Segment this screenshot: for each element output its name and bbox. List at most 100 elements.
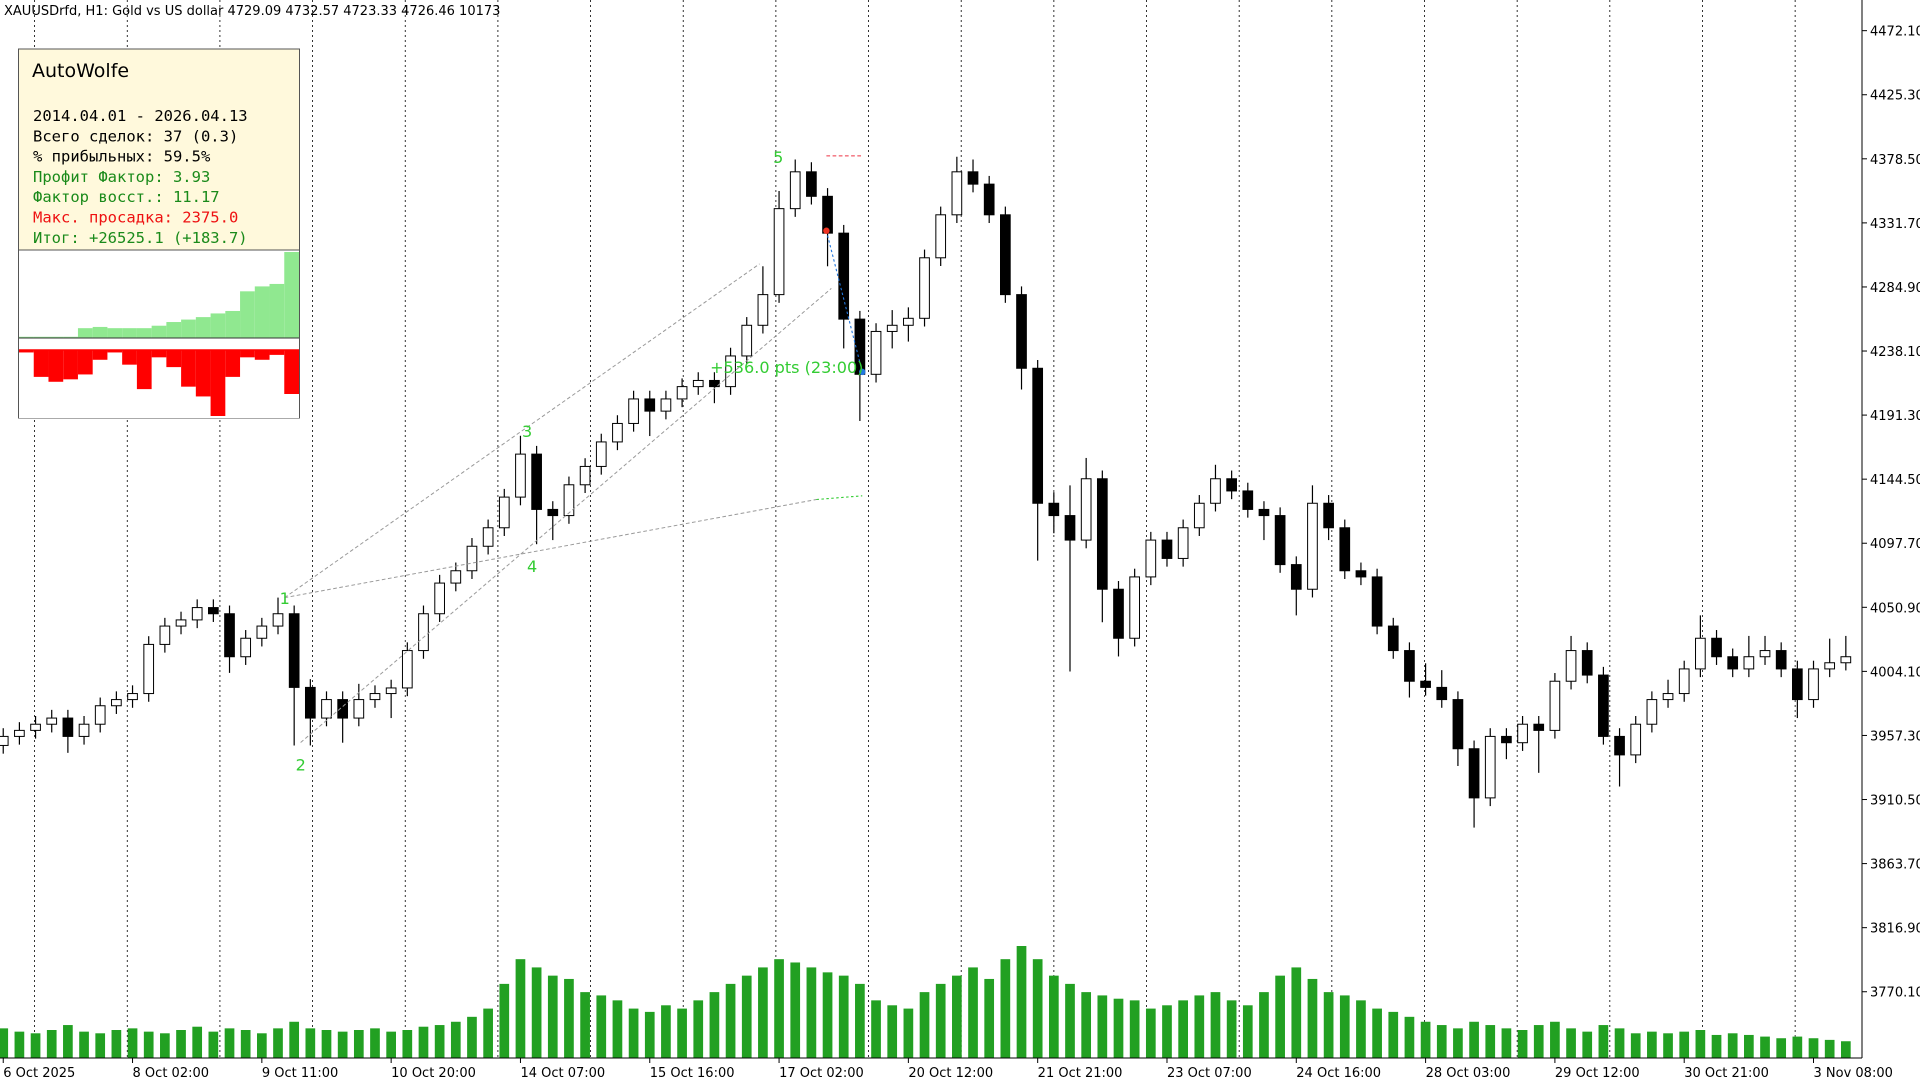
- volume-bar: [1614, 1028, 1625, 1058]
- volume-bar: [1453, 1028, 1463, 1058]
- candle-body: [531, 453, 542, 510]
- volume-bar: [1097, 995, 1108, 1058]
- drawdown-bar: [122, 350, 137, 365]
- volume-bar: [838, 975, 849, 1058]
- volume-bar: [612, 1000, 623, 1058]
- candle-body: [1436, 686, 1448, 701]
- candle-body: [1743, 656, 1755, 670]
- y-tick-label: 4425.30: [1870, 89, 1920, 104]
- candle-body: [886, 324, 898, 332]
- candle-body: [983, 183, 995, 216]
- candle-body: [1695, 637, 1706, 670]
- drawdown-bar: [225, 350, 241, 377]
- volume-bar: [192, 1026, 203, 1058]
- y-tick-label: 4284.90: [1870, 281, 1920, 296]
- panel-line: % прибыльных: 59.5%: [33, 148, 211, 166]
- volume-bar: [1356, 1000, 1366, 1058]
- drawdown-bar: [166, 350, 182, 368]
- volume-bar: [758, 967, 768, 1058]
- candle-body: [482, 527, 494, 547]
- candle-body: [159, 625, 171, 645]
- volume-bar: [531, 967, 542, 1058]
- candle-body: [1759, 650, 1771, 658]
- y-tick-label: 3863.70: [1870, 858, 1920, 873]
- volume-bar: [160, 1033, 170, 1058]
- volume-bar: [1792, 1036, 1803, 1058]
- y-tick-label: 3957.30: [1870, 729, 1920, 744]
- volume-bar: [741, 975, 752, 1058]
- day-separators: [34, 0, 1796, 1058]
- candle-body: [870, 330, 882, 375]
- volume-bar: [564, 978, 574, 1058]
- volume-bar: [1372, 1008, 1382, 1058]
- x-tick-label: 20 Oct 12:00: [908, 1066, 993, 1080]
- volume-bar: [1129, 1000, 1140, 1058]
- candle-body: [256, 625, 268, 639]
- x-tick-label: 28 Oct 03:00: [1426, 1066, 1511, 1080]
- volume-bar: [1388, 1011, 1399, 1058]
- volume-bar: [273, 1028, 283, 1058]
- drawdown-bar: [269, 350, 285, 355]
- equity-bar: [269, 283, 285, 338]
- exit-point: [859, 368, 866, 376]
- drawdown-bar: [107, 350, 123, 353]
- equity-bar: [284, 252, 299, 338]
- candle-body: [127, 693, 138, 701]
- volume-bar: [935, 983, 946, 1058]
- volume-bar: [79, 1031, 89, 1058]
- volume-bar: [1178, 1000, 1188, 1058]
- candle-body: [385, 687, 397, 695]
- wolfe-line: [284, 263, 760, 599]
- volume-bar: [677, 1008, 687, 1058]
- candle-body: [1565, 650, 1577, 682]
- y-tick-label: 4472.10: [1870, 25, 1920, 40]
- candle-body: [208, 607, 219, 615]
- candle-body: [1404, 650, 1415, 682]
- volume-bar: [1727, 1033, 1738, 1058]
- candle-body: [1501, 735, 1512, 744]
- drawdown-bar: [151, 350, 167, 358]
- candle-layer: [0, 156, 1852, 828]
- candle-body: [1193, 502, 1205, 529]
- candle-body: [692, 379, 704, 388]
- y-tick-label: 4191.30: [1870, 409, 1920, 424]
- y-tick-label: 3910.50: [1870, 794, 1920, 809]
- candle-body: [498, 496, 510, 529]
- candle-body: [1096, 478, 1108, 590]
- volume-bar: [1566, 1028, 1576, 1058]
- candle-body: [175, 619, 187, 627]
- candle-body: [789, 171, 801, 210]
- volume-bar: [418, 1026, 429, 1058]
- volume-bar: [790, 962, 801, 1058]
- volume-bar: [1145, 1008, 1156, 1058]
- x-tick-label: 14 Oct 07:00: [520, 1066, 605, 1080]
- candle-body: [741, 324, 753, 357]
- volume-bar: [224, 1028, 235, 1058]
- volume-bar: [1162, 1005, 1172, 1058]
- candle-body: [935, 214, 947, 259]
- candle-body: [838, 232, 850, 320]
- volume-bar: [1259, 992, 1269, 1058]
- x-tick-label: 30 Oct 21:00: [1684, 1066, 1769, 1080]
- candle-body: [660, 398, 672, 412]
- candle-body: [191, 607, 203, 621]
- candle-body: [1323, 502, 1334, 529]
- volume-bar: [515, 959, 526, 1058]
- volume-bar: [1000, 959, 1011, 1058]
- panel-line: Фактор восст.: 11.17: [33, 188, 220, 206]
- candle-body: [401, 650, 413, 689]
- drawdown-bar: [19, 350, 34, 353]
- candle-body: [1468, 748, 1480, 799]
- wolfe-line: [300, 288, 832, 743]
- volume-bar: [1032, 959, 1043, 1058]
- candle-body: [515, 453, 526, 498]
- volume-bar: [305, 1028, 316, 1058]
- candle-body: [1371, 576, 1383, 627]
- candle-body: [1064, 515, 1076, 541]
- equity-bar: [63, 336, 78, 338]
- y-tick-label: 4331.70: [1870, 217, 1920, 232]
- volume-bar: [30, 1033, 41, 1058]
- candle-body: [1258, 508, 1270, 517]
